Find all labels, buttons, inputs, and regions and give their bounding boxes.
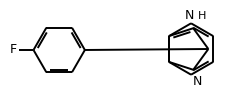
Text: F: F bbox=[9, 44, 17, 56]
Text: H: H bbox=[197, 11, 205, 21]
Text: N: N bbox=[184, 9, 193, 22]
Text: N: N bbox=[192, 75, 201, 88]
